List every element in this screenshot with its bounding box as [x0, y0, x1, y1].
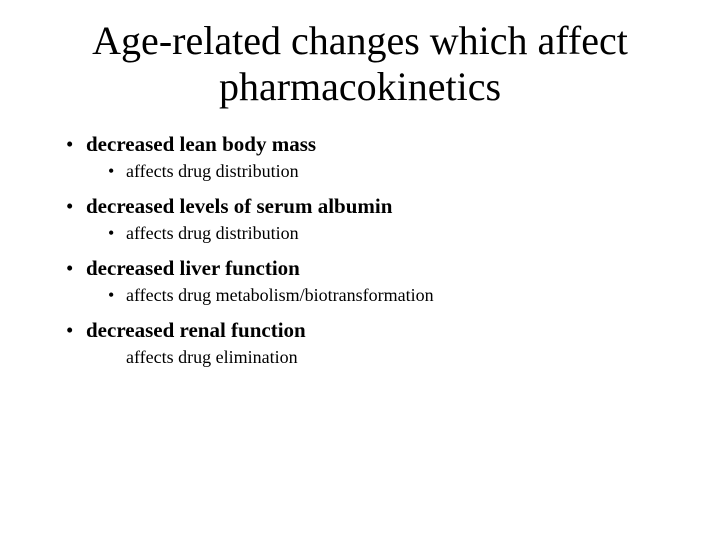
sub-list-item: affects drug distribution [126, 161, 680, 182]
sub-list: affects drug distribution [86, 223, 680, 244]
list-item-label: decreased lean body mass [86, 132, 316, 156]
sub-list-item: affects drug elimination [126, 347, 680, 368]
list-item: decreased liver function affects drug me… [86, 256, 680, 316]
bullet-list: decreased lean body mass affects drug di… [40, 132, 680, 378]
sub-list-item: affects drug distribution [126, 223, 680, 244]
list-item-label: decreased liver function [86, 256, 300, 280]
sub-list: affects drug metabolism/biotransformatio… [86, 285, 680, 306]
slide-title: Age-related changes which affect pharmac… [40, 18, 680, 110]
list-item: decreased renal function affects drug el… [86, 318, 680, 378]
list-item-label: decreased levels of serum albumin [86, 194, 392, 218]
sub-list-item: affects drug metabolism/biotransformatio… [126, 285, 680, 306]
slide: Age-related changes which affect pharmac… [0, 0, 720, 540]
title-line-2: pharmacokinetics [219, 64, 501, 109]
sub-list: affects drug distribution [86, 161, 680, 182]
sub-list: affects drug elimination [86, 347, 680, 368]
title-line-1: Age-related changes which affect [92, 18, 628, 63]
list-item-label: decreased renal function [86, 318, 306, 342]
list-item: decreased lean body mass affects drug di… [86, 132, 680, 192]
list-item: decreased levels of serum albumin affect… [86, 194, 680, 254]
